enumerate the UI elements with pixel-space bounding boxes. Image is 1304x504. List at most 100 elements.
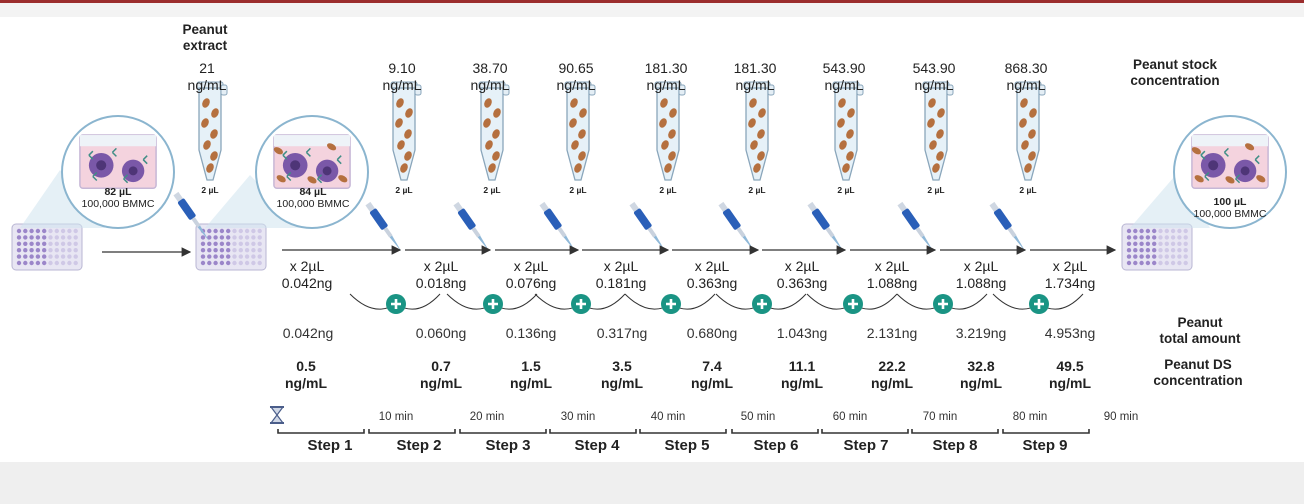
tube-conc-value: 181.30 [733, 60, 777, 76]
tube-conc-value: 868.30 [1004, 60, 1048, 76]
add-volume: x 2µL [963, 258, 999, 274]
well-plate-icon [195, 223, 267, 271]
bottom-band [0, 462, 1304, 504]
extract-conc-value: 21 [199, 60, 215, 76]
tube-8-volume: 2 µL [1019, 185, 1037, 195]
well-1-volume: 82 µL [104, 186, 132, 198]
step-8-total-amount: 3.219ng [955, 325, 1007, 341]
add-amount: 1.734ng [1044, 275, 1096, 291]
timeline-bracket [368, 429, 456, 434]
step-7-time: 70 min [922, 411, 958, 423]
step-7-label: Step 7 [843, 437, 889, 454]
step-2-total-amount: 0.060ng [415, 325, 467, 341]
timeline-bracket [549, 429, 637, 434]
step-4-label: Step 4 [574, 437, 620, 454]
microtube-icon [832, 81, 864, 181]
tube-conc-value: 38.70 [472, 60, 508, 76]
step-4-time: 40 min [650, 411, 686, 423]
step-5-label: Step 5 [664, 437, 710, 454]
add-amount: 1.088ng [955, 275, 1007, 291]
extract-title-line2: extract [182, 38, 228, 53]
well-circle-3 [1173, 115, 1287, 229]
step-5-ds-concentration: 7.4 ng/mL [691, 358, 733, 392]
ds-unit: ng/mL [960, 375, 1002, 391]
well-2-cells: 100,000 BMMC [276, 198, 350, 210]
step-6-label: Step 6 [753, 437, 799, 454]
well-2-volume: 84 µL [299, 186, 327, 198]
add-amount: 0.018ng [415, 275, 467, 291]
step-5-addition: x 2µL 0.363ng [687, 258, 738, 292]
well-plate-icon [11, 223, 83, 271]
well-circle-2 [255, 115, 369, 229]
pipette-icon [365, 201, 402, 252]
step-4-ds-concentration: 3.5 ng/mL [601, 358, 643, 392]
stock-concentration-label: Peanut stock concentration [1130, 57, 1219, 89]
add-amount: 0.076ng [505, 275, 557, 291]
pipette-icon [629, 201, 666, 252]
microtube-icon [564, 81, 596, 181]
total-label-line1: Peanut [1177, 315, 1223, 330]
timeline-bracket [731, 429, 819, 434]
ds-unit: ng/mL [601, 375, 643, 391]
ds-unit: ng/mL [781, 375, 823, 391]
step-6-addition: x 2µL 0.363ng [777, 258, 828, 292]
tube-5-concentration: 181.30 ng/mL [734, 60, 777, 94]
ds-unit: ng/mL [691, 375, 733, 391]
well-3-text: 100 µL 100,000 BMMC [1194, 196, 1267, 220]
add-volume: x 2µL [694, 258, 730, 274]
step-4-addition: x 2µL 0.181ng [596, 258, 647, 292]
ds-value: 11.1 [788, 358, 816, 374]
add-volume: x 2µL [1052, 258, 1088, 274]
tube-conc-unit: ng/mL [382, 77, 422, 93]
well-3-volume: 100 µL [1213, 196, 1247, 208]
step-1-time: 10 min [378, 411, 414, 423]
step-3-total-amount: 0.136ng [505, 325, 557, 341]
ds-value: 32.8 [967, 358, 995, 374]
step-5-total-amount: 0.680ng [686, 325, 738, 341]
ds-unit: ng/mL [1049, 375, 1091, 391]
add-volume: x 2µL [423, 258, 459, 274]
tube-7-concentration: 543.90 ng/mL [913, 60, 956, 94]
add-volume: x 2µL [513, 258, 549, 274]
step-7-total-amount: 2.131ng [866, 325, 918, 341]
step-8-time: 80 min [1012, 411, 1048, 423]
add-volume: x 2µL [603, 258, 639, 274]
add-amount: 0.363ng [776, 275, 828, 291]
ds-label-line2: concentration [1153, 373, 1243, 388]
step-7-addition: x 2µL 1.088ng [867, 258, 918, 292]
step-6-ds-concentration: 11.1 ng/mL [781, 358, 823, 392]
top-band [0, 3, 1304, 17]
tube-conc-value: 90.65 [558, 60, 594, 76]
well-1-text: 82 µL 100,000 BMMC [82, 186, 155, 210]
tube-8-concentration: 868.30 ng/mL [1005, 60, 1048, 94]
step-9-ds-concentration: 49.5 ng/mL [1049, 358, 1091, 392]
tube-2-concentration: 38.70 ng/mL [471, 60, 510, 94]
ds-value: 1.5 [521, 358, 541, 374]
tube-6-concentration: 543.90 ng/mL [823, 60, 866, 94]
ds-concentration-label: Peanut DS concentration [1153, 357, 1242, 389]
hourglass-icon [269, 406, 285, 424]
extract-title-line1: Peanut [182, 22, 228, 37]
tube-3-concentration: 90.65 ng/mL [557, 60, 596, 94]
top-rule [0, 0, 1304, 3]
add-volume: x 2µL [289, 258, 325, 274]
extract-concentration: 21 ng/mL [188, 60, 227, 94]
add-amount: 0.363ng [686, 275, 738, 291]
total-label-line2: total amount [1159, 331, 1241, 346]
step-2-ds-concentration: 0.7 ng/mL [420, 358, 462, 392]
tube-conc-value: 181.30 [644, 60, 688, 76]
tube-1-volume: 2 µL [395, 185, 413, 195]
ds-value: 0.5 [296, 358, 316, 374]
step-6-total-amount: 1.043ng [776, 325, 828, 341]
stock-label-line2: concentration [1130, 73, 1220, 88]
step-3-ds-concentration: 1.5 ng/mL [510, 358, 552, 392]
tube-conc-value: 9.10 [388, 60, 416, 76]
step-4-total-amount: 0.317ng [596, 325, 648, 341]
tube-conc-unit: ng/mL [735, 77, 775, 93]
step-3-label: Step 3 [485, 437, 531, 454]
step-1-ds-concentration: 0.5 ng/mL [285, 358, 327, 392]
tube-6-volume: 2 µL [837, 185, 855, 195]
tube-1-concentration: 9.10 ng/mL [383, 60, 422, 94]
